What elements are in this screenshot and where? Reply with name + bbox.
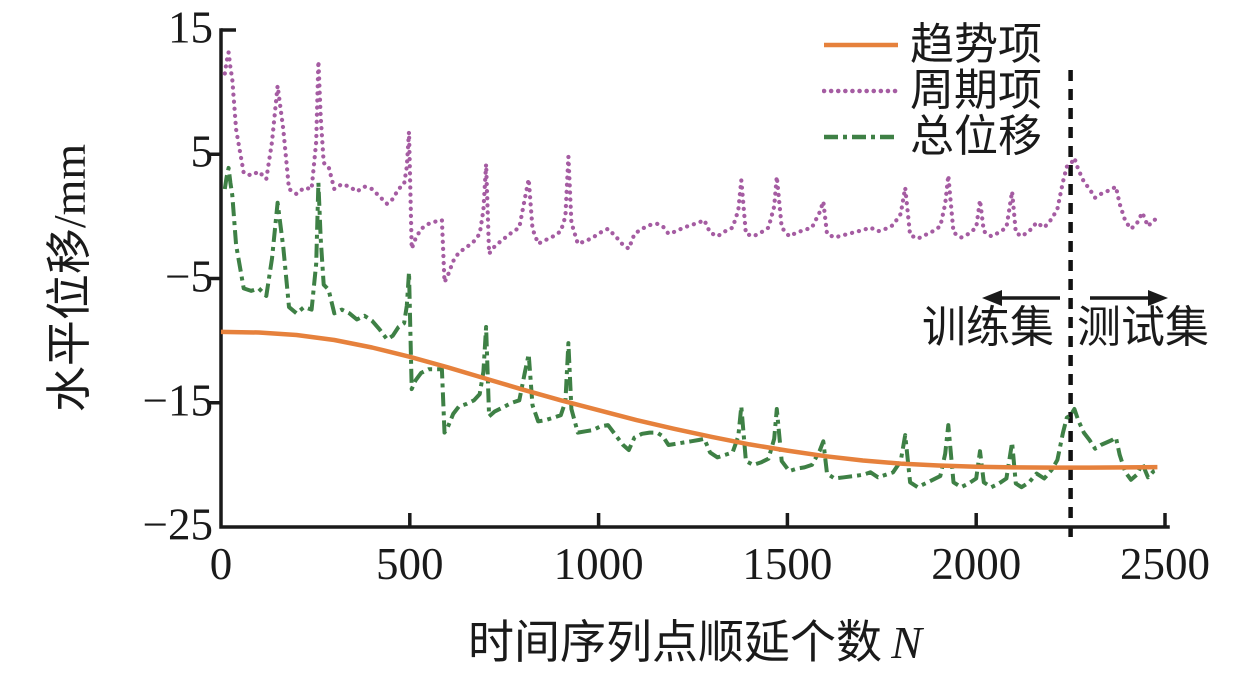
axes-frame xyxy=(208,28,1170,529)
train-arrow xyxy=(982,290,1060,306)
data-series-layer xyxy=(220,50,1160,490)
x-tick-label: 2000 xyxy=(931,539,1022,589)
test-set-label: 测试集 xyxy=(1077,303,1209,352)
legend-label-periodic: 周期项 xyxy=(910,66,1042,115)
total-line-swatch-icon xyxy=(824,134,898,140)
legend-item-trend: 趋势项 xyxy=(822,22,1042,68)
legend-item-total: 总位移 xyxy=(822,114,1042,160)
series-line-总位移 xyxy=(222,165,1159,490)
legend-label-trend: 趋势项 xyxy=(910,20,1042,69)
y-tick-label: −15 xyxy=(142,375,213,426)
series-line-周期项 xyxy=(222,50,1160,285)
y-tick-label: −5 xyxy=(165,251,213,302)
periodic-line-swatch-icon xyxy=(822,88,900,94)
x-tick-label: 1000 xyxy=(553,539,644,589)
legend-label-total: 总位移 xyxy=(910,112,1042,161)
x-tick-label: 0 xyxy=(209,539,233,589)
y-axis-title: 水平位移/mm xyxy=(44,143,95,413)
y-tick-label: 5 xyxy=(190,126,214,177)
y-tick-label: −25 xyxy=(142,499,213,550)
y-tick-label: 15 xyxy=(168,2,213,53)
trend-line-swatch-icon xyxy=(824,42,898,48)
test-arrow xyxy=(1090,290,1168,306)
x-axis-title-text: 时间序列点顺延个数 xyxy=(468,617,883,668)
x-axis-title: 时间序列点顺延个数 N xyxy=(468,606,922,672)
legend-item-periodic: 周期项 xyxy=(822,68,1042,114)
x-tick-label: 1500 xyxy=(742,539,833,589)
right-arrowhead-icon xyxy=(1148,290,1168,306)
x-tick-label: 2500 xyxy=(1120,539,1210,589)
x-axis-title-variable: N xyxy=(891,617,922,668)
legend: 趋势项 周期项 总位移 xyxy=(822,22,1042,160)
train-set-label: 训练集 xyxy=(922,303,1054,352)
series-line-趋势项 xyxy=(220,329,1158,470)
axis-line xyxy=(219,28,1170,529)
left-arrowhead-icon xyxy=(982,290,1002,306)
x-tick-label: 500 xyxy=(376,539,444,589)
